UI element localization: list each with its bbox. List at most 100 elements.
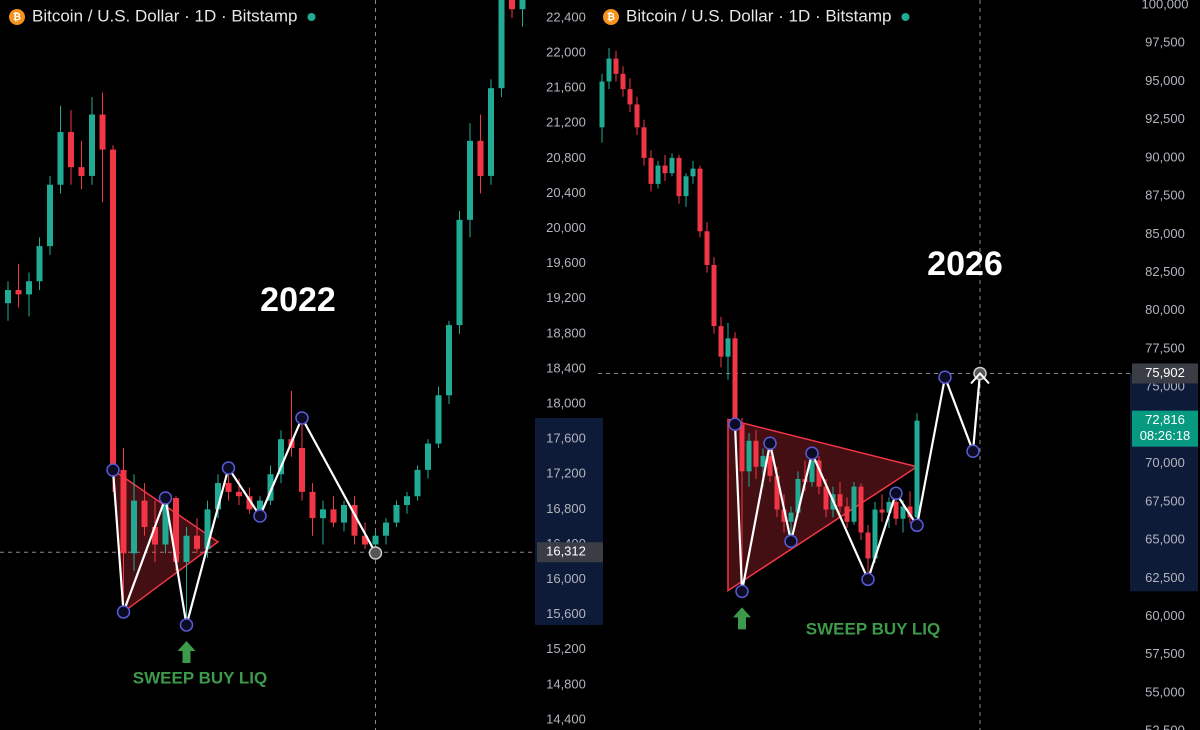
candle-body: [456, 219, 463, 326]
callout-text: SWEEP BUY LIQ: [806, 619, 940, 638]
y-tick-label: 21,600: [546, 80, 586, 95]
candle-body: [404, 496, 410, 506]
price-label: 16,312: [546, 544, 586, 559]
y-tick-label: 17,600: [546, 431, 586, 446]
candle-body: [36, 246, 43, 282]
candle-body: [634, 104, 640, 128]
y-tick-label: 77,500: [1145, 340, 1185, 355]
candle-body: [267, 474, 274, 501]
candle-body: [844, 506, 850, 522]
candle-body: [330, 509, 337, 523]
candle-body: [837, 494, 843, 507]
pivot-point: [116, 605, 131, 619]
candle-body: [606, 58, 612, 82]
candle-body: [627, 89, 633, 105]
candle-body: [893, 501, 899, 519]
candle-body: [711, 264, 717, 327]
candle-body: [425, 443, 431, 470]
pivot-point: [763, 436, 777, 451]
candle-body: [120, 469, 127, 554]
pivot-point: [295, 411, 309, 425]
y-tick-label: 19,600: [546, 255, 586, 270]
y-tick-label: 20,400: [546, 185, 586, 200]
candle-body: [383, 522, 389, 536]
candle-body: [509, 0, 515, 10]
y-tick-label: 82,500: [1145, 264, 1185, 279]
y-tick-label: 18,400: [546, 360, 586, 375]
candle-body: [886, 501, 892, 513]
price-label: 75,902: [1145, 365, 1185, 380]
candle-body: [467, 140, 473, 220]
pivot-point: [966, 444, 980, 459]
candle-body: [372, 535, 379, 545]
candle-body: [648, 157, 654, 184]
candle-body: [141, 500, 148, 527]
zigzag-line: [111, 415, 377, 626]
candle-body: [183, 535, 190, 563]
y-tick-label: 87,500: [1145, 188, 1185, 203]
last-price-label: 72,816: [1145, 412, 1185, 427]
candle-body: [351, 505, 358, 536]
candle-body: [914, 420, 920, 518]
y-tick-label: 18,000: [546, 396, 586, 411]
candle-body: [435, 395, 442, 444]
candle-body: [662, 165, 668, 174]
y-tick-label: 97,500: [1145, 35, 1185, 50]
y-tick-label: 14,400: [546, 711, 586, 726]
candle-body: [865, 532, 871, 559]
candle-body: [362, 535, 368, 545]
projection-arrowhead: [970, 371, 990, 385]
pivot-point: [221, 461, 236, 475]
candle-body: [676, 157, 682, 197]
candle-body: [809, 460, 815, 483]
y-tick-label: 62,500: [1145, 570, 1185, 585]
price-label-bg: [1132, 363, 1198, 384]
candle-body: [753, 440, 759, 467]
candle-body: [872, 509, 878, 559]
market-status-dot: [307, 13, 316, 21]
candle-body: [215, 483, 221, 510]
bitcoin-icon: [603, 9, 619, 25]
y-tick-label: 19,200: [546, 290, 586, 305]
y-tick-label: 52,500: [1145, 723, 1185, 730]
candle-body: [26, 281, 32, 295]
candle-body: [690, 168, 696, 177]
candle-body: [236, 491, 242, 497]
y-tick-label: 21,200: [546, 115, 586, 130]
candle-body: [488, 88, 494, 176]
candle-body: [704, 231, 710, 265]
candle-body: [162, 497, 169, 545]
pivot-point: [889, 486, 903, 501]
y-tick-label: 92,500: [1145, 111, 1185, 126]
candle-body: [320, 509, 326, 519]
candle-body: [823, 486, 829, 510]
y-tick-label: 18,800: [546, 325, 586, 340]
bitcoin-icon: [9, 9, 25, 25]
pivot-point: [861, 572, 875, 587]
candle-body: [760, 456, 766, 467]
countdown: 08:26:18: [1140, 428, 1191, 443]
market-status-dot: [901, 13, 910, 21]
candle-body: [613, 58, 619, 74]
candle-body: [851, 486, 857, 522]
candle-body: [477, 140, 484, 176]
candle-body: [788, 512, 794, 522]
candle-body: [746, 440, 752, 472]
candle-body: [57, 132, 64, 185]
candle-body: [173, 497, 179, 563]
y-tick-label: 16,800: [546, 501, 586, 516]
y-tick-label: 15,200: [546, 641, 586, 656]
y-tick-label: 20,000: [546, 220, 586, 235]
pivot-point: [805, 446, 819, 461]
y-tick-label: 22,400: [546, 9, 586, 24]
y-tick-label: 20,800: [546, 150, 586, 165]
candle-body: [879, 509, 885, 513]
candle-body: [683, 176, 689, 197]
candle-body: [309, 491, 316, 519]
y-tick-label: 16,000: [546, 571, 586, 586]
callout-text: SWEEP BUY LIQ: [133, 668, 267, 687]
y-tick-label: 85,000: [1145, 226, 1185, 241]
y-tick-label: 14,800: [546, 676, 586, 691]
candle-body: [131, 500, 137, 554]
